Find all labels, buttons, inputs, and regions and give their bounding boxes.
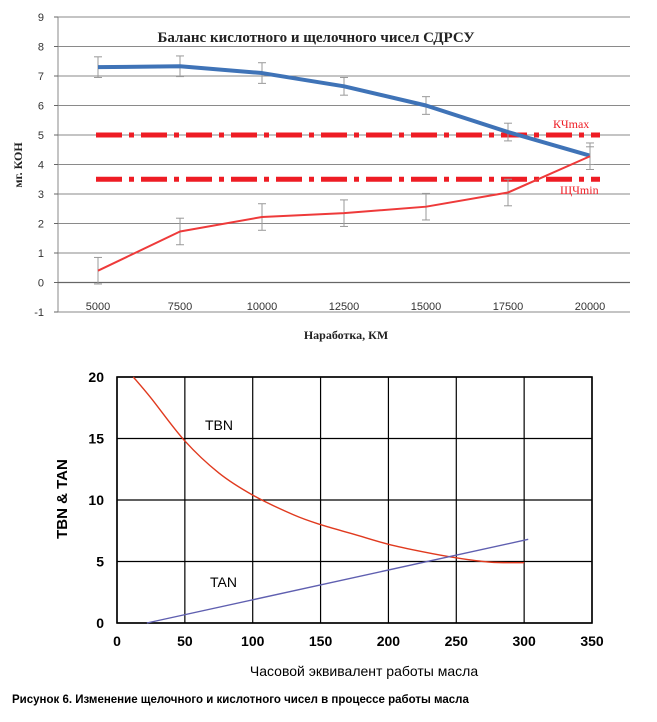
chart1-y-tick-label: 5 — [38, 130, 44, 142]
figure-caption: Рисунок 6. Изменение щелочного и кислотн… — [12, 694, 469, 706]
chart1-ref-label-shch-min: ЩЧmin — [560, 183, 599, 197]
chart1-y-tick-label: 0 — [38, 278, 44, 290]
chart2-svg: Часовой эквивалент работы масла TBN & TA… — [54, 369, 604, 679]
chart2-x-tick-label: 200 — [377, 633, 401, 649]
chart2-y-tick-label: 5 — [96, 554, 104, 570]
chart1-y-tick-label: 6 — [38, 101, 44, 113]
chart2-x-tick-label: 250 — [445, 633, 469, 649]
chart2-x-tick-label: 300 — [512, 633, 536, 649]
chart1-x-tick-label: 5000 — [86, 301, 110, 313]
chart2-y-tick-label: 10 — [88, 492, 104, 508]
chart2-x-axis-label: Часовой эквивалент работы масла — [250, 663, 478, 679]
chart1-x-tick-label: 20000 — [575, 301, 606, 313]
chart1-x-tick-label: 12500 — [329, 301, 360, 313]
chart1-ref-label-kch-max: КЧmax — [553, 117, 589, 131]
chart2-x-tick-label: 0 — [113, 633, 121, 649]
chart2-x-tick-label: 100 — [241, 633, 265, 649]
chart2-series-label-tan: TAN — [210, 574, 237, 590]
chart2-tan-line — [146, 538, 529, 624]
chart1-y-tick-label: 8 — [38, 42, 44, 54]
chart2-series-label-tbn: TBN — [205, 417, 233, 433]
chart1-y-tick-label: 7 — [38, 71, 44, 83]
chart1-y-tick-label: 1 — [38, 248, 44, 260]
chart2-x-tick-label: 150 — [309, 633, 333, 649]
chart1-y-tick-label: 4 — [38, 160, 44, 172]
chart2-y-tick-label: 15 — [88, 431, 104, 447]
tbn-tan-chart: Часовой эквивалент работы масла TBN & TA… — [0, 360, 657, 695]
chart2-x-tick-label: 350 — [580, 633, 604, 649]
chart1-x-tick-label: 15000 — [411, 301, 442, 313]
chart1-y-tick-label: 2 — [38, 219, 44, 231]
chart1-x-tick-label: 7500 — [168, 301, 192, 313]
chart1-svg: Баланс кислотного и щелочного чисел СДРС… — [11, 12, 630, 342]
chart2-tbn-curve — [132, 376, 525, 564]
chart2-y-axis-label: TBN & TAN — [54, 459, 71, 539]
chart2-x-tick-label: 50 — [177, 633, 193, 649]
chart1-x-tick-label: 10000 — [247, 301, 278, 313]
chart1-y-axis-label: мг. КОН — [11, 142, 25, 188]
chart2-y-tick-label: 20 — [88, 369, 104, 385]
chart1-x-axis-label: Наработка, КМ — [304, 328, 388, 342]
chart2-y-tick-label: 0 — [96, 615, 104, 631]
chart1-series-line-blue — [97, 64, 591, 158]
chart1-y-tick-label: 3 — [38, 189, 44, 201]
acid-base-balance-chart: Баланс кислотного и щелочного чисел СДРС… — [0, 0, 657, 355]
chart1-series-line-red — [97, 155, 591, 272]
chart1-title: Баланс кислотного и щелочного чисел СДРС… — [157, 30, 474, 46]
chart1-x-tick-label: 17500 — [493, 301, 524, 313]
chart1-y-tick-label: -1 — [34, 307, 44, 319]
chart2-plot-frame — [116, 376, 593, 624]
chart1-y-tick-label: 9 — [38, 12, 44, 24]
